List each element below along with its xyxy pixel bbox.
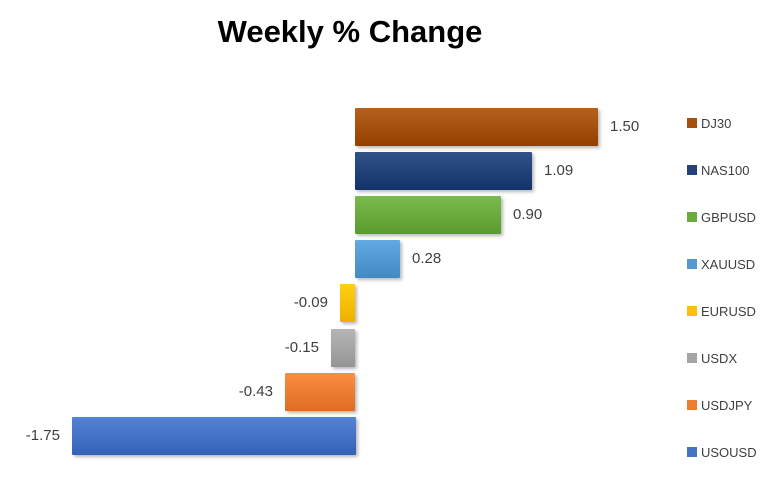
value-label-nas100: 1.09 <box>544 162 574 179</box>
legend-item-usdjpy: USDJPY <box>687 397 752 413</box>
value-label-usousd: -1.75 <box>25 427 60 444</box>
value-label-xauusd: 0.28 <box>412 250 442 267</box>
legend-marker-eurusd <box>687 306 697 316</box>
chart-title: Weekly % Change <box>217 14 483 49</box>
legend-label-dj30: DJ30 <box>701 115 732 131</box>
legend-marker-nas100 <box>687 165 697 175</box>
legend-marker-usdx <box>687 353 697 363</box>
bar-usdx <box>330 329 355 367</box>
legend-item-usdx: USDX <box>687 350 737 366</box>
value-label-usdx: -0.15 <box>284 339 319 356</box>
legend-marker-xauusd <box>687 259 697 269</box>
legend-item-nas100: NAS100 <box>687 162 749 178</box>
value-label-dj30: 1.50 <box>610 118 640 135</box>
legend-label-gbpusd: GBPUSD <box>701 209 756 225</box>
legend-item-xauusd: XAUUSD <box>687 256 755 272</box>
bar-usousd <box>71 417 356 455</box>
bar-usdjpy <box>285 373 356 411</box>
legend-marker-usousd <box>687 447 697 457</box>
legend-item-gbpusd: GBPUSD <box>687 209 756 225</box>
legend-label-usdjpy: USDJPY <box>701 397 753 413</box>
bar-nas100 <box>355 152 532 190</box>
legend-item-dj30: DJ30 <box>687 115 731 131</box>
value-label-eurusd: -0.09 <box>293 294 328 311</box>
legend-marker-dj30 <box>687 118 697 128</box>
legend-item-usousd: USOUSD <box>687 444 757 460</box>
legend-label-usdx: USDX <box>701 350 738 366</box>
bar-gbpusd <box>355 196 501 234</box>
value-label-gbpusd: 0.90 <box>513 206 543 223</box>
legend-item-eurusd: EURUSD <box>687 303 756 319</box>
bar-dj30 <box>355 108 598 146</box>
bar-eurusd <box>340 284 356 322</box>
legend-label-xauusd: XAUUSD <box>701 256 756 272</box>
bar-xauusd <box>355 240 400 278</box>
legend-marker-usdjpy <box>687 400 697 410</box>
legend-label-eurusd: EURUSD <box>701 303 756 319</box>
legend-label-nas100: NAS100 <box>701 162 750 178</box>
value-label-usdjpy: -0.43 <box>238 383 273 400</box>
legend-label-usousd: USOUSD <box>701 444 757 460</box>
legend-marker-gbpusd <box>687 212 697 222</box>
